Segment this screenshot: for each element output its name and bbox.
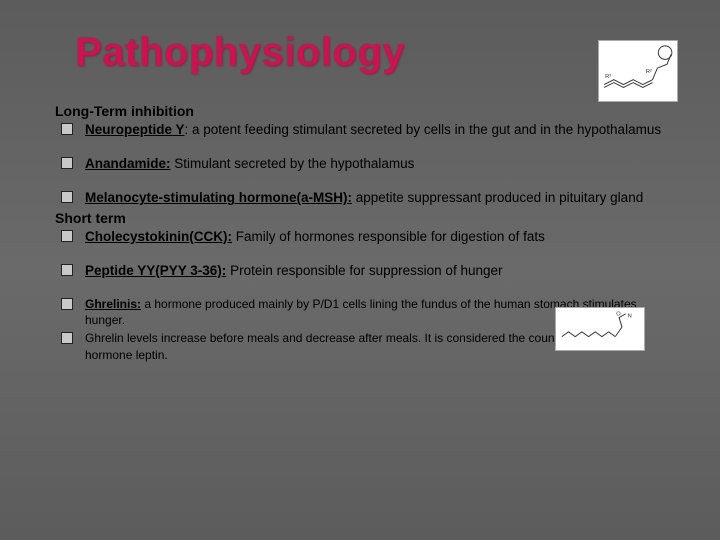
item-bold: Ghrelinis: — [85, 297, 141, 311]
checkbox-icon — [61, 264, 73, 276]
checkbox-icon — [61, 191, 73, 203]
item-bold: Peptide YY(PYY 3-36): — [85, 263, 226, 278]
item-rest: Ghrelin levels increase before meals and… — [85, 331, 623, 361]
item-bold: Anandamide: — [85, 156, 171, 171]
checkbox-icon — [61, 298, 73, 310]
list-item: Cholecystokinin(CCK): Family of hormones… — [55, 228, 665, 246]
checkbox-icon — [61, 230, 73, 242]
list-item: Anandamide: Stimulant secreted by the hy… — [55, 155, 665, 173]
item-rest: Family of hormones responsible for diges… — [232, 229, 545, 244]
item-rest: appetite suppressant produced in pituita… — [352, 190, 643, 205]
item-rest: a hormone produced mainly by P/D1 cells … — [85, 297, 637, 327]
section-heading-short: Short term — [55, 210, 665, 226]
item-bold: Cholecystokinin(CCK): — [85, 229, 232, 244]
checkbox-icon — [61, 332, 73, 344]
section-heading-long: Long-Term inhibition — [55, 103, 665, 119]
list-item: Peptide YY(PYY 3-36): Protein responsibl… — [55, 262, 665, 280]
item-bold: Melanocyte-stimulating hormone(a-MSH): — [85, 190, 352, 205]
item-rest: : a potent feeding stimulant secreted by… — [185, 122, 662, 137]
svg-text:N: N — [628, 314, 632, 320]
item-rest: Stimulant secreted by the hypothalamus — [171, 156, 415, 171]
list-item: Neuropeptide Y: a potent feeding stimula… — [55, 121, 665, 139]
checkbox-icon — [61, 123, 73, 135]
list-item: Melanocyte-stimulating hormone(a-MSH): a… — [55, 189, 665, 207]
item-bold: Neuropeptide Y — [85, 122, 185, 137]
content-area: O N Long-Term inhibition Neuropeptide Y:… — [0, 75, 720, 363]
svg-text:O: O — [616, 312, 621, 318]
molecule-diagram-2: O N — [555, 307, 645, 351]
checkbox-icon — [61, 157, 73, 169]
item-rest: Protein responsible for suppression of h… — [226, 263, 502, 278]
